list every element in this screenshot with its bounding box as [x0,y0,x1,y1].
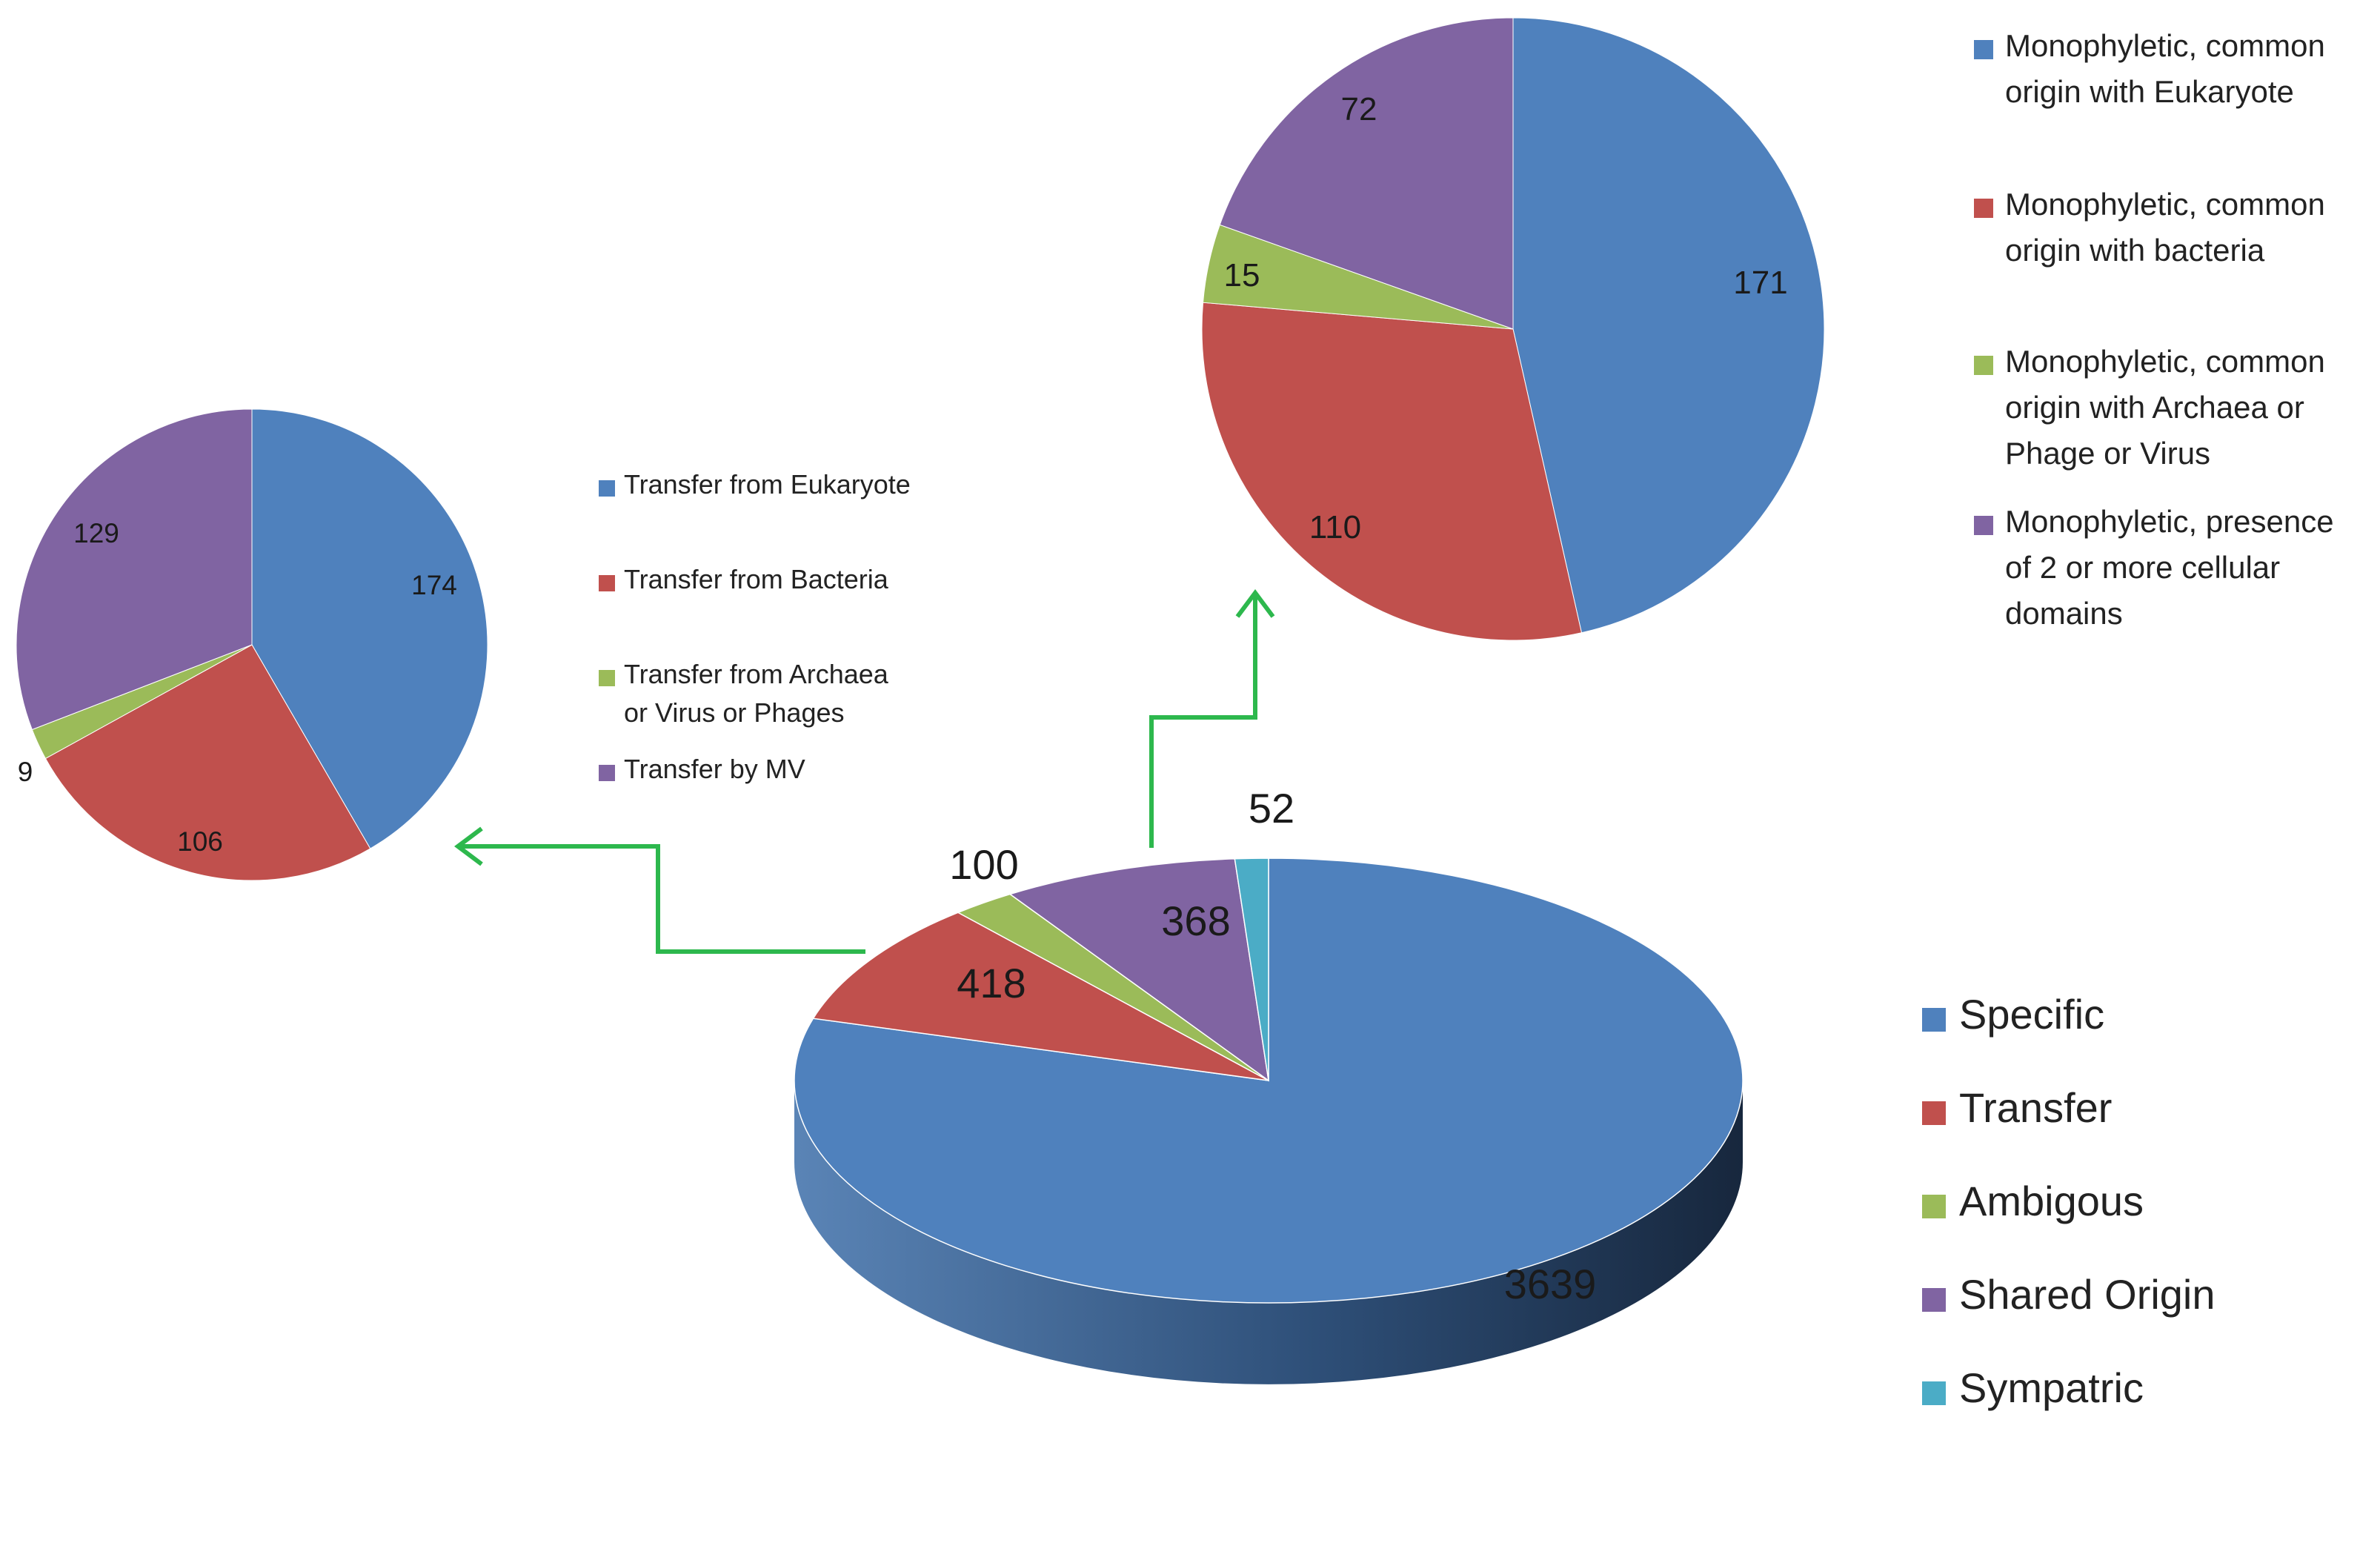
arrow-to-transfer-pie-head [454,826,483,866]
data-label-specific: 3639 [1504,1261,1597,1307]
legend-swatch-transfer-from-eukaryote [599,480,615,497]
legend-swatch-monophyletic-common-origin-with-bacteria [1974,199,1993,218]
legend-swatch-transfer-from-bacteria [599,575,615,591]
legend-label-specific: Specific [1959,991,2104,1038]
transfer-legend: Transfer from Eukaryote Transfer from Bac… [599,469,911,784]
data-label-monophyletic-common-origin-with-bacteria: 110 [1309,509,1361,545]
legend-label-monophyletic-presence-of-2-or-more-cellular-domains-line3: domains [2005,596,2123,631]
legend-label-monophyletic-common-origin-with-bacteria-line2: origin with bacteria [2005,233,2265,268]
arrow-to-shared-origin-pie-head [1235,589,1275,618]
legend-label-monophyletic-presence-of-2-or-more-cellular-domains-line2: of 2 or more cellular [2005,550,2280,585]
transfer-pie-chart: 174 106 9 129 [16,408,488,881]
arrow-to-shared-origin-pie [1149,593,1257,848]
legend-label-transfer-from-archaea-or-virus-or-phages: Transfer from Archaea [624,659,889,689]
legend-label-transfer-from-archaea-or-virus-or-phages-line2: or Virus or Phages [624,697,845,728]
data-label-sympatric: 52 [1249,785,1294,832]
data-label-shared-origin: 368 [1161,897,1230,944]
slice-monophyletic-presence-of-2-or-more-cellular-domains [1219,17,1514,330]
pie-side-wall [794,1081,1743,1384]
data-label-transfer-from-archaea-or-virus-or-phages: 9 [18,757,33,787]
legend-swatch-specific [1922,1008,1946,1032]
slice-transfer [812,912,1269,1081]
data-label-transfer-by-mv: 129 [73,518,119,548]
shared-origin-legend: Monophyletic, common origin with Eukaryot… [1974,28,2334,631]
slice-transfer-from-eukaryote [251,408,488,849]
legend-label-monophyletic-presence-of-2-or-more-cellular-domains: Monophyletic, presence [2005,504,2334,539]
data-label-monophyletic-common-origin-with-eukaryote: 171 [1733,265,1787,301]
data-label-monophyletic-common-origin-with-archaea-or-phage-or-virus: 15 [1224,257,1260,293]
legend-swatch-ambigous [1922,1195,1946,1218]
legend-label-monophyletic-common-origin-with-bacteria: Monophyletic, common [2005,187,2325,222]
slice-monophyletic-common-origin-with-bacteria [1201,302,1583,641]
main-legend: Specific Transfer Ambigous Shared Origin Sym… [1922,991,2216,1411]
legend-swatch-transfer-from-archaea-or-virus-or-phages [599,670,615,686]
legend-label-sympatric: Sympatric [1959,1364,2144,1411]
legend-label-monophyletic-common-origin-with-archaea-or-phage-or-virus-line3: Phage or Virus [2005,436,2210,471]
data-label-ambigous: 100 [949,841,1018,888]
legend-swatch-shared-origin [1922,1288,1946,1312]
arrow-to-transfer-pie [458,844,865,954]
slice-shared-origin [1008,857,1270,1082]
legend-swatch-transfer-by-mv [599,765,615,781]
legend-label-monophyletic-common-origin-with-archaea-or-phage-or-virus: Monophyletic, common [2005,344,2325,379]
legend-label-shared-origin: Shared Origin [1959,1271,2216,1318]
legend-label-monophyletic-common-origin-with-eukaryote-line2: origin with Eukaryote [2005,74,2294,109]
data-label-transfer: 418 [957,960,1026,1006]
legend-label-transfer-by-mv: Transfer by MV [624,754,805,784]
data-label-transfer-from-eukaryote: 174 [411,570,457,600]
legend-label-transfer: Transfer [1959,1084,2112,1131]
legend-label-ambigous: Ambigous [1959,1178,2144,1224]
legend-label-monophyletic-common-origin-with-eukaryote: Monophyletic, common [2005,28,2325,63]
data-label-monophyletic-presence-of-2-or-more-cellular-domains: 72 [1341,91,1377,127]
slice-transfer-from-bacteria [44,644,371,881]
legend-swatch-transfer [1922,1101,1946,1125]
data-label-transfer-from-bacteria: 106 [177,826,223,857]
legend-label-transfer-from-bacteria: Transfer from Bacteria [624,564,889,594]
legend-swatch-monophyletic-presence-of-2-or-more-cellular-domains [1974,516,1993,535]
legend-swatch-monophyletic-common-origin-with-archaea-or-phage-or-virus [1974,356,1993,375]
legend-label-transfer-from-eukaryote: Transfer from Eukaryote [624,469,911,500]
connector-arrows [454,589,1275,954]
main-pie-chart: 3639 418 100 368 52 [794,785,1744,1384]
legend-label-monophyletic-common-origin-with-archaea-or-phage-or-virus-line2: origin with Archaea or [2005,390,2304,425]
legend-swatch-monophyletic-common-origin-with-eukaryote [1974,40,1993,59]
shared-origin-pie-chart: 171 110 15 72 [1201,17,1825,641]
slice-transfer-by-mv [16,408,253,731]
slice-monophyletic-common-origin-with-eukaryote [1512,17,1825,634]
legend-swatch-sympatric [1922,1381,1946,1405]
slice-sympatric [1234,857,1269,1081]
